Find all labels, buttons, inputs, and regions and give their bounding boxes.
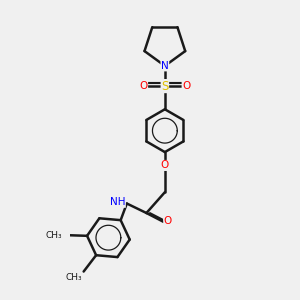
Text: S: S: [161, 80, 169, 93]
Text: O: O: [182, 81, 190, 91]
Text: O: O: [139, 81, 148, 91]
Text: NH: NH: [110, 197, 125, 207]
Text: O: O: [161, 160, 169, 170]
Text: CH₃: CH₃: [65, 273, 82, 282]
Text: CH₃: CH₃: [46, 231, 62, 240]
Text: O: O: [164, 216, 172, 226]
Text: N: N: [161, 61, 169, 71]
